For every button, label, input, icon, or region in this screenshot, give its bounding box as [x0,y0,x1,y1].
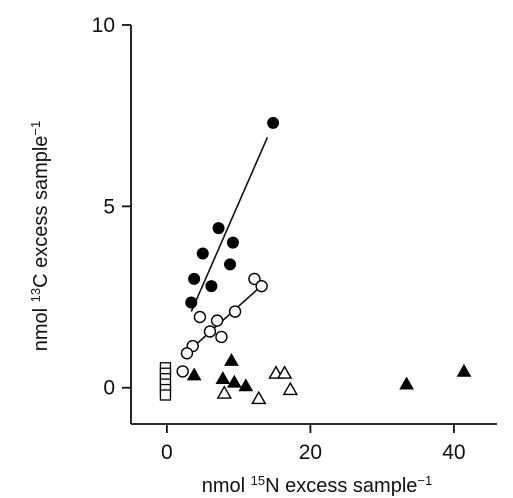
regression-lines [185,137,269,354]
open-triangle-point [251,390,267,405]
filled-triangle-point [215,371,231,385]
filled-circle-point [224,258,237,271]
filled-circle-point [267,116,280,129]
axes: 0 5 10 0 20 40 [92,14,497,464]
data-points [159,116,472,405]
regression-line [190,137,269,312]
filled-circle-point [226,236,239,249]
open-triangle-point [216,385,233,399]
filled-circle-point [212,222,225,235]
open-circle-point [248,272,261,286]
open-triangle-point [276,365,293,379]
x-tick-label: 0 [161,441,173,464]
x-axis-ticks: 0 20 40 [161,424,466,464]
x-tick-label: 40 [442,441,465,464]
y-tick-label: 0 [103,377,115,400]
y-tick-label: 5 [103,195,115,218]
filled-circle-point [205,280,218,293]
filled-triangle-point [224,353,239,366]
open-circle-point [203,325,217,338]
y-axis-ticks: 0 5 10 [92,14,131,400]
filled-triangle-point [399,376,414,390]
filled-circle-point [185,296,198,309]
y-axis-label: nmol 13C excess sample−1 [28,121,52,351]
open-circle-point [176,365,189,378]
regression-line [185,283,264,354]
open-circle-point [193,310,207,324]
x-axis-label: nmol 15N excess sample−1 [202,473,432,497]
open-triangle-point [282,381,299,396]
y-tick-label: 10 [92,14,115,37]
filled-triangle-point [238,378,254,392]
open-circle-point [210,314,224,327]
open-circle-point [180,347,194,360]
filled-circle-point [188,272,201,285]
open-circle-point [255,279,268,293]
filled-triangle-point [226,374,242,388]
open-square-point [159,389,172,401]
open-circle-point [228,305,242,318]
filled-triangle-point [456,363,472,377]
open-circle-point [215,330,228,344]
filled-triangle-point [186,367,202,381]
filled-circle-point [196,247,209,260]
x-tick-label: 20 [299,441,322,464]
